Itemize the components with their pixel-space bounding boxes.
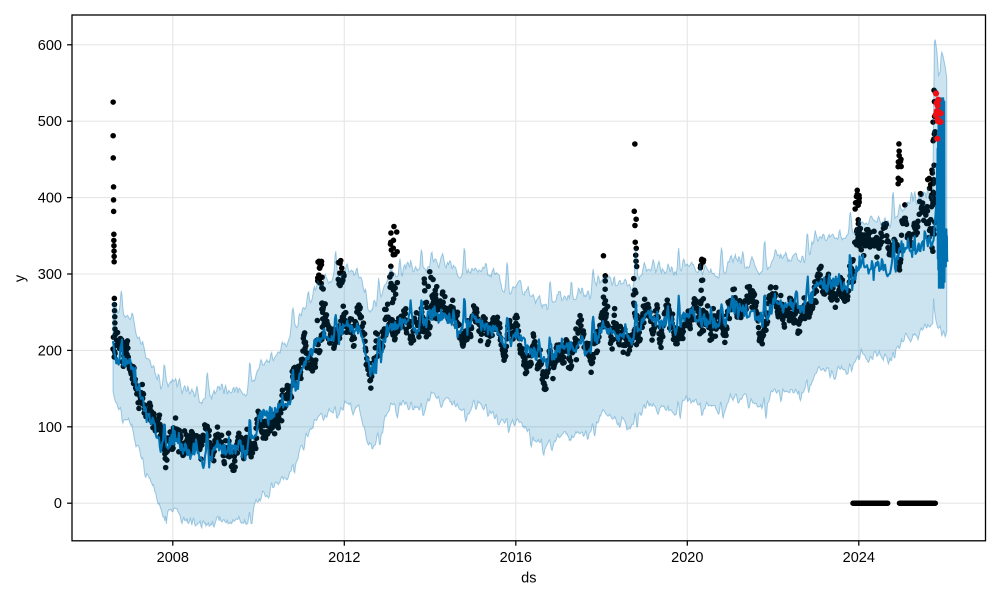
svg-text:400: 400: [38, 191, 62, 207]
svg-text:2008: 2008: [157, 550, 189, 566]
svg-text:0: 0: [54, 496, 62, 512]
svg-text:2012: 2012: [328, 550, 360, 566]
svg-text:y: y: [12, 274, 28, 282]
svg-text:500: 500: [38, 114, 62, 130]
svg-text:200: 200: [38, 343, 62, 359]
svg-text:2024: 2024: [843, 550, 875, 566]
svg-text:2020: 2020: [671, 550, 703, 566]
svg-text:2016: 2016: [500, 550, 532, 566]
svg-text:300: 300: [38, 267, 62, 283]
svg-text:600: 600: [38, 38, 62, 54]
svg-text:ds: ds: [521, 570, 536, 586]
svg-text:100: 100: [38, 420, 62, 436]
